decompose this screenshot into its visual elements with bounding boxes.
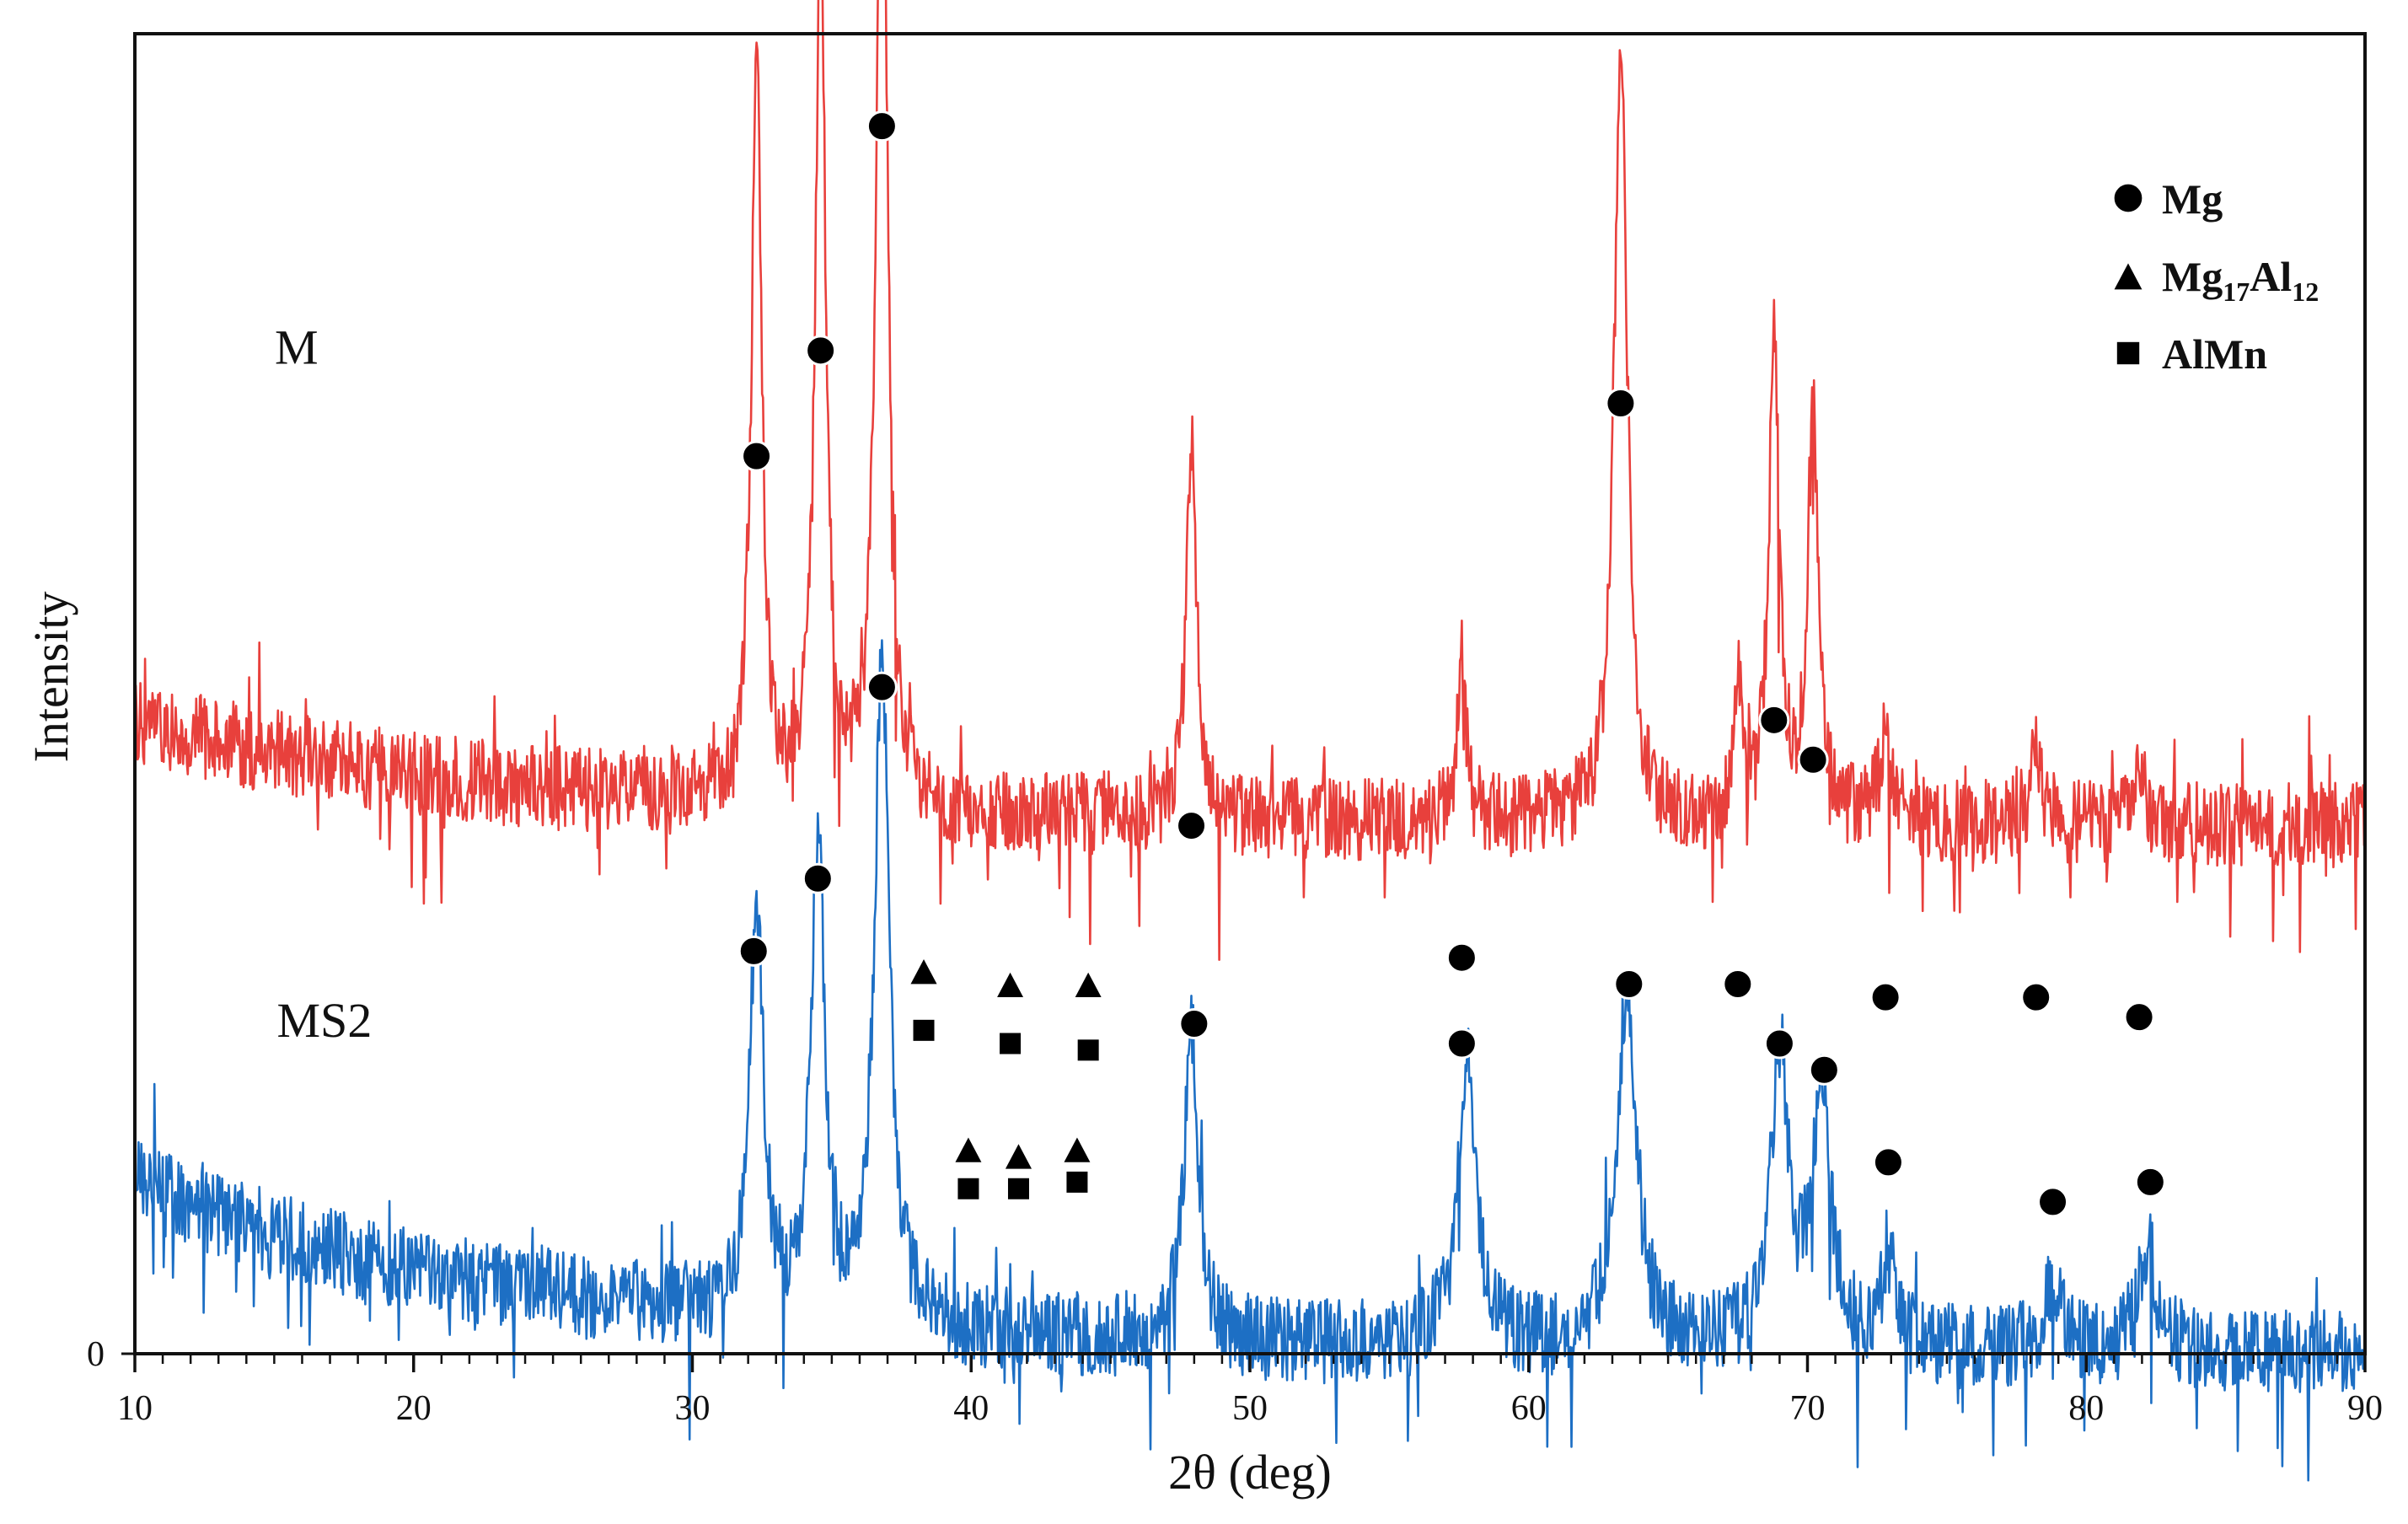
axis-tick-layer: 10 20 30 40 50 60 70 80 90 0 (87, 1335, 2383, 1428)
phase-marker-circle-m (1445, 942, 1478, 974)
phase-marker-circle-ms2 (737, 935, 770, 967)
phase-marker-circle-ms2 (1872, 1146, 1904, 1178)
x-tick-label: 70 (1790, 1389, 1826, 1428)
series-layer (133, 0, 2367, 1482)
legend-marker-triangle (2110, 257, 2147, 292)
phase-marker-square-ms2 (1064, 1168, 1091, 1195)
y-axis-label: Intensity (24, 592, 78, 763)
legend-marker-square (2114, 339, 2143, 368)
legend-label: AlMn (2162, 330, 2267, 378)
phase-marker-circle-m (1869, 981, 1901, 1013)
x-tick-label: 10 (117, 1389, 153, 1428)
series-label-m: M (275, 320, 319, 375)
phase-marker-square-m (997, 1030, 1024, 1057)
phase-marker-triangle-ms2 (1000, 1138, 1036, 1172)
phase-marker-square-m (910, 1017, 937, 1044)
phase-marker-square-ms2 (1005, 1175, 1032, 1202)
x-tick-label: 20 (396, 1389, 432, 1428)
phase-marker-circle-ms2 (1445, 1028, 1478, 1060)
phase-marker-circle-m (866, 110, 898, 142)
phase-marker-circle-m (1758, 704, 1790, 736)
phase-marker-layer (737, 110, 2166, 1218)
x-tick-label: 80 (2068, 1389, 2104, 1428)
x-tick-label: 60 (1511, 1389, 1547, 1428)
phase-marker-circle-m (741, 440, 773, 472)
phase-marker-circle-m (2020, 981, 2052, 1013)
series-line-m (133, 0, 2367, 961)
phase-marker-triangle-ms2 (951, 1132, 986, 1165)
series-label-layer: M MS2 (275, 320, 372, 1049)
legend-label: Mg17Al12 (2162, 253, 2319, 307)
legend-label: Mg (2162, 175, 2223, 223)
phase-marker-circle-m (1797, 743, 1829, 775)
phase-marker-circle-ms2 (1613, 969, 1645, 1001)
phase-marker-triangle-m (1070, 967, 1106, 1001)
x-axis-label: 2θ (deg) (1168, 1445, 1332, 1500)
phase-marker-triangle-m (906, 953, 941, 987)
phase-marker-circle-m (2123, 1001, 2155, 1033)
phase-marker-circle-ms2 (1763, 1028, 1795, 1060)
phase-marker-triangle-m (993, 967, 1028, 1001)
phase-marker-square-m (1075, 1037, 1102, 1064)
y-tick-label: 0 (87, 1335, 105, 1374)
phase-marker-circle-ms2 (802, 862, 834, 894)
x-tick-label: 50 (1232, 1389, 1268, 1428)
series-label-ms2: MS2 (276, 993, 372, 1048)
phase-marker-circle-ms2 (2134, 1166, 2166, 1198)
phase-marker-circle-m (1176, 810, 1208, 842)
series-line-ms2 (133, 639, 2367, 1482)
phase-marker-circle-ms2 (1808, 1054, 1840, 1086)
legend: Mg Mg17Al12 AlMn (2110, 175, 2319, 378)
phase-marker-triangle-ms2 (1059, 1132, 1095, 1165)
phase-marker-circle-ms2 (1178, 1008, 1210, 1039)
phase-marker-circle-ms2 (866, 671, 898, 703)
phase-marker-circle-m (1722, 969, 1754, 1001)
x-tick-label: 90 (2347, 1389, 2383, 1428)
phase-marker-square-ms2 (955, 1175, 982, 1202)
legend-marker-circle (2111, 181, 2145, 215)
phase-marker-circle-m (805, 335, 837, 367)
phase-marker-circle-m (1605, 387, 1637, 419)
x-tick-label: 40 (953, 1389, 989, 1428)
phase-marker-circle-ms2 (2037, 1186, 2069, 1218)
x-tick-label: 30 (675, 1389, 711, 1428)
